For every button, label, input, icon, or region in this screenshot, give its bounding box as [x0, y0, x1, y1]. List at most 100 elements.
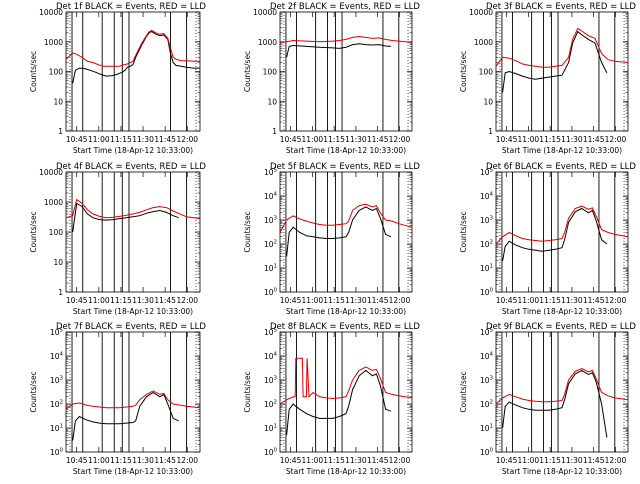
- y-tick-base: 10: [480, 448, 490, 457]
- plot-frame: [65, 11, 201, 132]
- chart-panel-6: Det 6f BLACK = Events, RED = LLD10010110…: [459, 162, 636, 316]
- series-events-line: [286, 206, 392, 257]
- x-axis-label: Start Time (18-Apr-12 10:33:00): [502, 307, 622, 316]
- y-tick-label: 101: [264, 424, 277, 434]
- chart-title: Det 3f BLACK = Events, RED = LLD: [486, 2, 636, 12]
- chart-title: Det 4f BLACK = Events, RED = LLD: [56, 162, 206, 172]
- series-lld-line: [495, 27, 629, 68]
- y-tick-base: 10: [50, 376, 60, 385]
- x-tick-label: 11:30: [345, 456, 367, 465]
- y-tick-label: 1: [58, 288, 63, 297]
- y-tick-label: 102: [50, 400, 63, 410]
- chart-title: Det 2f BLACK = Events, RED = LLD: [270, 2, 420, 12]
- x-axis-label: Start Time (18-Apr-12 10:33:00): [73, 307, 193, 316]
- y-axis-label: Counts/sec: [459, 51, 468, 92]
- y-axis-label: Counts/sec: [29, 371, 38, 412]
- series-events-line: [72, 202, 179, 233]
- y-tick-label: 104: [264, 192, 278, 202]
- x-tick-label: 11:30: [132, 135, 154, 144]
- x-tick-label: 11:45: [583, 456, 605, 465]
- chart-panel-1: Det 1f BLACK = Events, RED = LLD 1 10 100 10…: [29, 2, 206, 155]
- y-tick-label: 10000: [39, 8, 63, 17]
- y-tick-label: 10000: [39, 168, 63, 177]
- y-tick-label: 104: [50, 352, 64, 362]
- chart-panel-5: Det 5f BLACK = Events, RED = LLD10010110…: [243, 162, 420, 316]
- plot-frame: [279, 11, 413, 132]
- x-tick-label: 11:00: [518, 296, 540, 305]
- y-tick-exponent: 0: [274, 448, 278, 454]
- y-tick-base: 10: [50, 424, 60, 433]
- y-tick-label: 1000: [474, 38, 493, 47]
- y-tick-label: 1: [272, 127, 277, 136]
- y-tick-base: 10: [50, 400, 60, 409]
- y-tick-exponent: 5: [490, 328, 494, 334]
- x-tick-label: 10:45: [66, 296, 88, 305]
- y-tick-base: 10: [480, 216, 490, 225]
- y-tick-label: 105: [264, 328, 278, 338]
- x-tick-label: 11:15: [110, 135, 132, 144]
- y-tick-exponent: 5: [274, 168, 278, 174]
- y-tick-label: 102: [264, 240, 277, 250]
- y-tick-label: 103: [480, 376, 494, 386]
- chart-title: Det 1f BLACK = Events, RED = LLD: [56, 2, 206, 12]
- y-tick-base: 10: [264, 328, 274, 337]
- y-tick-label: 100: [264, 448, 278, 458]
- y-axis-label: Counts/sec: [459, 211, 468, 252]
- series-events-line: [502, 369, 608, 438]
- y-tick-label: 103: [264, 216, 278, 226]
- y-tick-label: 105: [50, 328, 64, 338]
- plot-frame: [65, 331, 201, 453]
- series-events-line: [72, 31, 200, 84]
- y-tick-base: 10: [264, 400, 274, 409]
- series-lld-line: [495, 205, 629, 245]
- x-tick-label: 11:30: [561, 135, 583, 144]
- y-tick-label: 10: [53, 97, 63, 106]
- y-tick-exponent: 2: [274, 400, 278, 406]
- y-tick-exponent: 5: [490, 168, 494, 174]
- series-lld-line: [279, 357, 413, 405]
- y-tick-exponent: 0: [490, 288, 494, 294]
- y-tick-label: 104: [480, 192, 494, 202]
- y-tick-label: 103: [50, 376, 64, 386]
- x-tick-label: 12:00: [176, 296, 198, 305]
- y-tick-label: 10000: [469, 8, 493, 17]
- x-tick-label: 12:00: [389, 456, 411, 465]
- x-tick-label: 11:15: [539, 456, 561, 465]
- y-tick-label: 10: [53, 258, 63, 267]
- series-lld-line: [65, 390, 201, 410]
- y-tick-label: 1000: [44, 38, 63, 47]
- chart-title: Det 8f BLACK = Events, RED = LLD: [270, 322, 420, 332]
- x-tick-label: 10:45: [66, 135, 88, 144]
- y-tick-base: 10: [264, 168, 274, 177]
- y-tick-base: 10: [264, 352, 274, 361]
- plot-frame: [495, 331, 629, 453]
- y-tick-base: 10: [264, 192, 274, 201]
- y-tick-exponent: 2: [60, 400, 64, 406]
- chart-title: Det 6f BLACK = Events, RED = LLD: [486, 162, 636, 172]
- x-tick-label: 11:15: [539, 135, 561, 144]
- chart-panel-2: Det 2f BLACK = Events, RED = LLD 1 10 100 10…: [243, 2, 420, 155]
- y-tick-label: 104: [480, 352, 494, 362]
- x-tick-label: 11:45: [154, 135, 176, 144]
- x-tick-label: 12:00: [389, 135, 411, 144]
- x-tick-label: 10:45: [280, 135, 302, 144]
- y-tick-exponent: 4: [490, 352, 494, 358]
- y-tick-label: 100: [49, 228, 64, 237]
- y-tick-exponent: 1: [274, 264, 278, 270]
- y-tick-base: 10: [264, 264, 274, 273]
- y-axis-label: Counts/sec: [243, 211, 252, 252]
- y-tick-label: 102: [264, 400, 277, 410]
- y-tick-base: 10: [480, 424, 490, 433]
- x-axis-label: Start Time (18-Apr-12 10:33:00): [73, 467, 193, 476]
- y-tick-exponent: 0: [490, 448, 494, 454]
- x-tick-label: 11:45: [367, 456, 389, 465]
- chart-panel-7: Det 7f BLACK = Events, RED = LLD10010110…: [29, 322, 206, 476]
- x-tick-label: 10:45: [280, 456, 302, 465]
- y-tick-exponent: 1: [490, 424, 494, 430]
- series-lld-line: [65, 198, 201, 220]
- x-tick-label: 11:30: [561, 456, 583, 465]
- y-tick-label: 101: [264, 264, 277, 274]
- y-tick-exponent: 3: [490, 376, 494, 382]
- x-axis-label: Start Time (18-Apr-12 10:33:00): [286, 146, 406, 155]
- x-tick-label: 11:00: [88, 135, 110, 144]
